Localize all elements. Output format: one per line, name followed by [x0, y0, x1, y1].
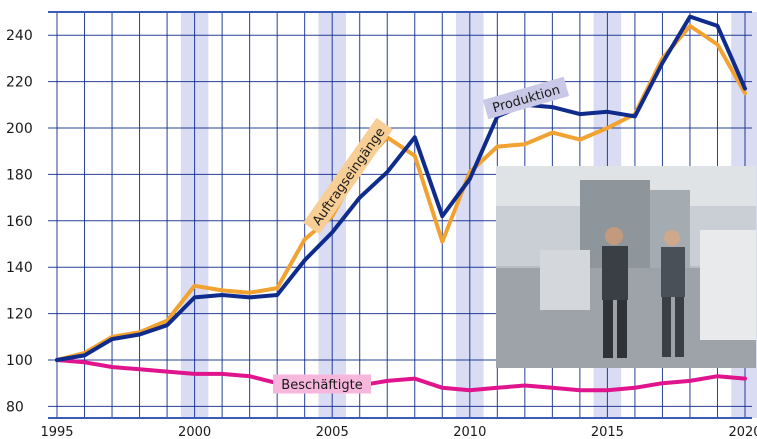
x-tick-labels: 1995 2000 2005 2010 2015 2020 [40, 425, 757, 439]
series-label-text-2: Beschäftigte [281, 378, 362, 393]
y-tick-180: 180 [6, 167, 33, 183]
series-label-0: Auftragseingänge [303, 117, 393, 235]
worker-2-body [661, 247, 685, 297]
series-label-bg-2 [273, 374, 371, 394]
worker-1-head [605, 227, 623, 245]
x-tick-1995: 1995 [40, 425, 73, 439]
photo-machine [700, 230, 756, 340]
y-tick-220: 220 [6, 75, 33, 91]
worker-1-body [602, 246, 628, 300]
x-tick-2010: 2010 [453, 425, 486, 439]
x-tick-2020: 2020 [728, 425, 757, 439]
x-tick-2015: 2015 [591, 425, 624, 439]
factory-photo [496, 166, 756, 368]
series-label-bg-0 [303, 117, 393, 235]
y-tick-80: 80 [6, 399, 24, 415]
series-label-2: Beschäftigte [273, 374, 371, 394]
worker-1-leg [603, 300, 613, 358]
y-tick-100: 100 [6, 353, 33, 369]
worker-2-leg [662, 297, 671, 357]
photo-machine-2 [540, 250, 590, 310]
series-label-bg-1 [482, 76, 570, 120]
worker-2-head [664, 230, 680, 246]
y-tick-120: 120 [6, 307, 33, 323]
series-lines [55, 14, 747, 393]
x-tick-2000: 2000 [178, 425, 211, 439]
series-line-1 [55, 14, 747, 362]
series-line-2 [55, 358, 747, 393]
worker-2-leg-2 [675, 297, 684, 357]
y-tick-200: 200 [6, 121, 33, 137]
series-label-1: Produktion [482, 76, 570, 120]
y-tick-160: 160 [6, 214, 33, 230]
y-tick-240: 240 [6, 28, 33, 44]
worker-1-leg-2 [617, 300, 627, 358]
x-tick-2005: 2005 [316, 425, 349, 439]
y-tick-140: 140 [6, 260, 33, 276]
y-tick-labels: 80 100 120 140 160 180 200 220 240 [6, 28, 33, 415]
